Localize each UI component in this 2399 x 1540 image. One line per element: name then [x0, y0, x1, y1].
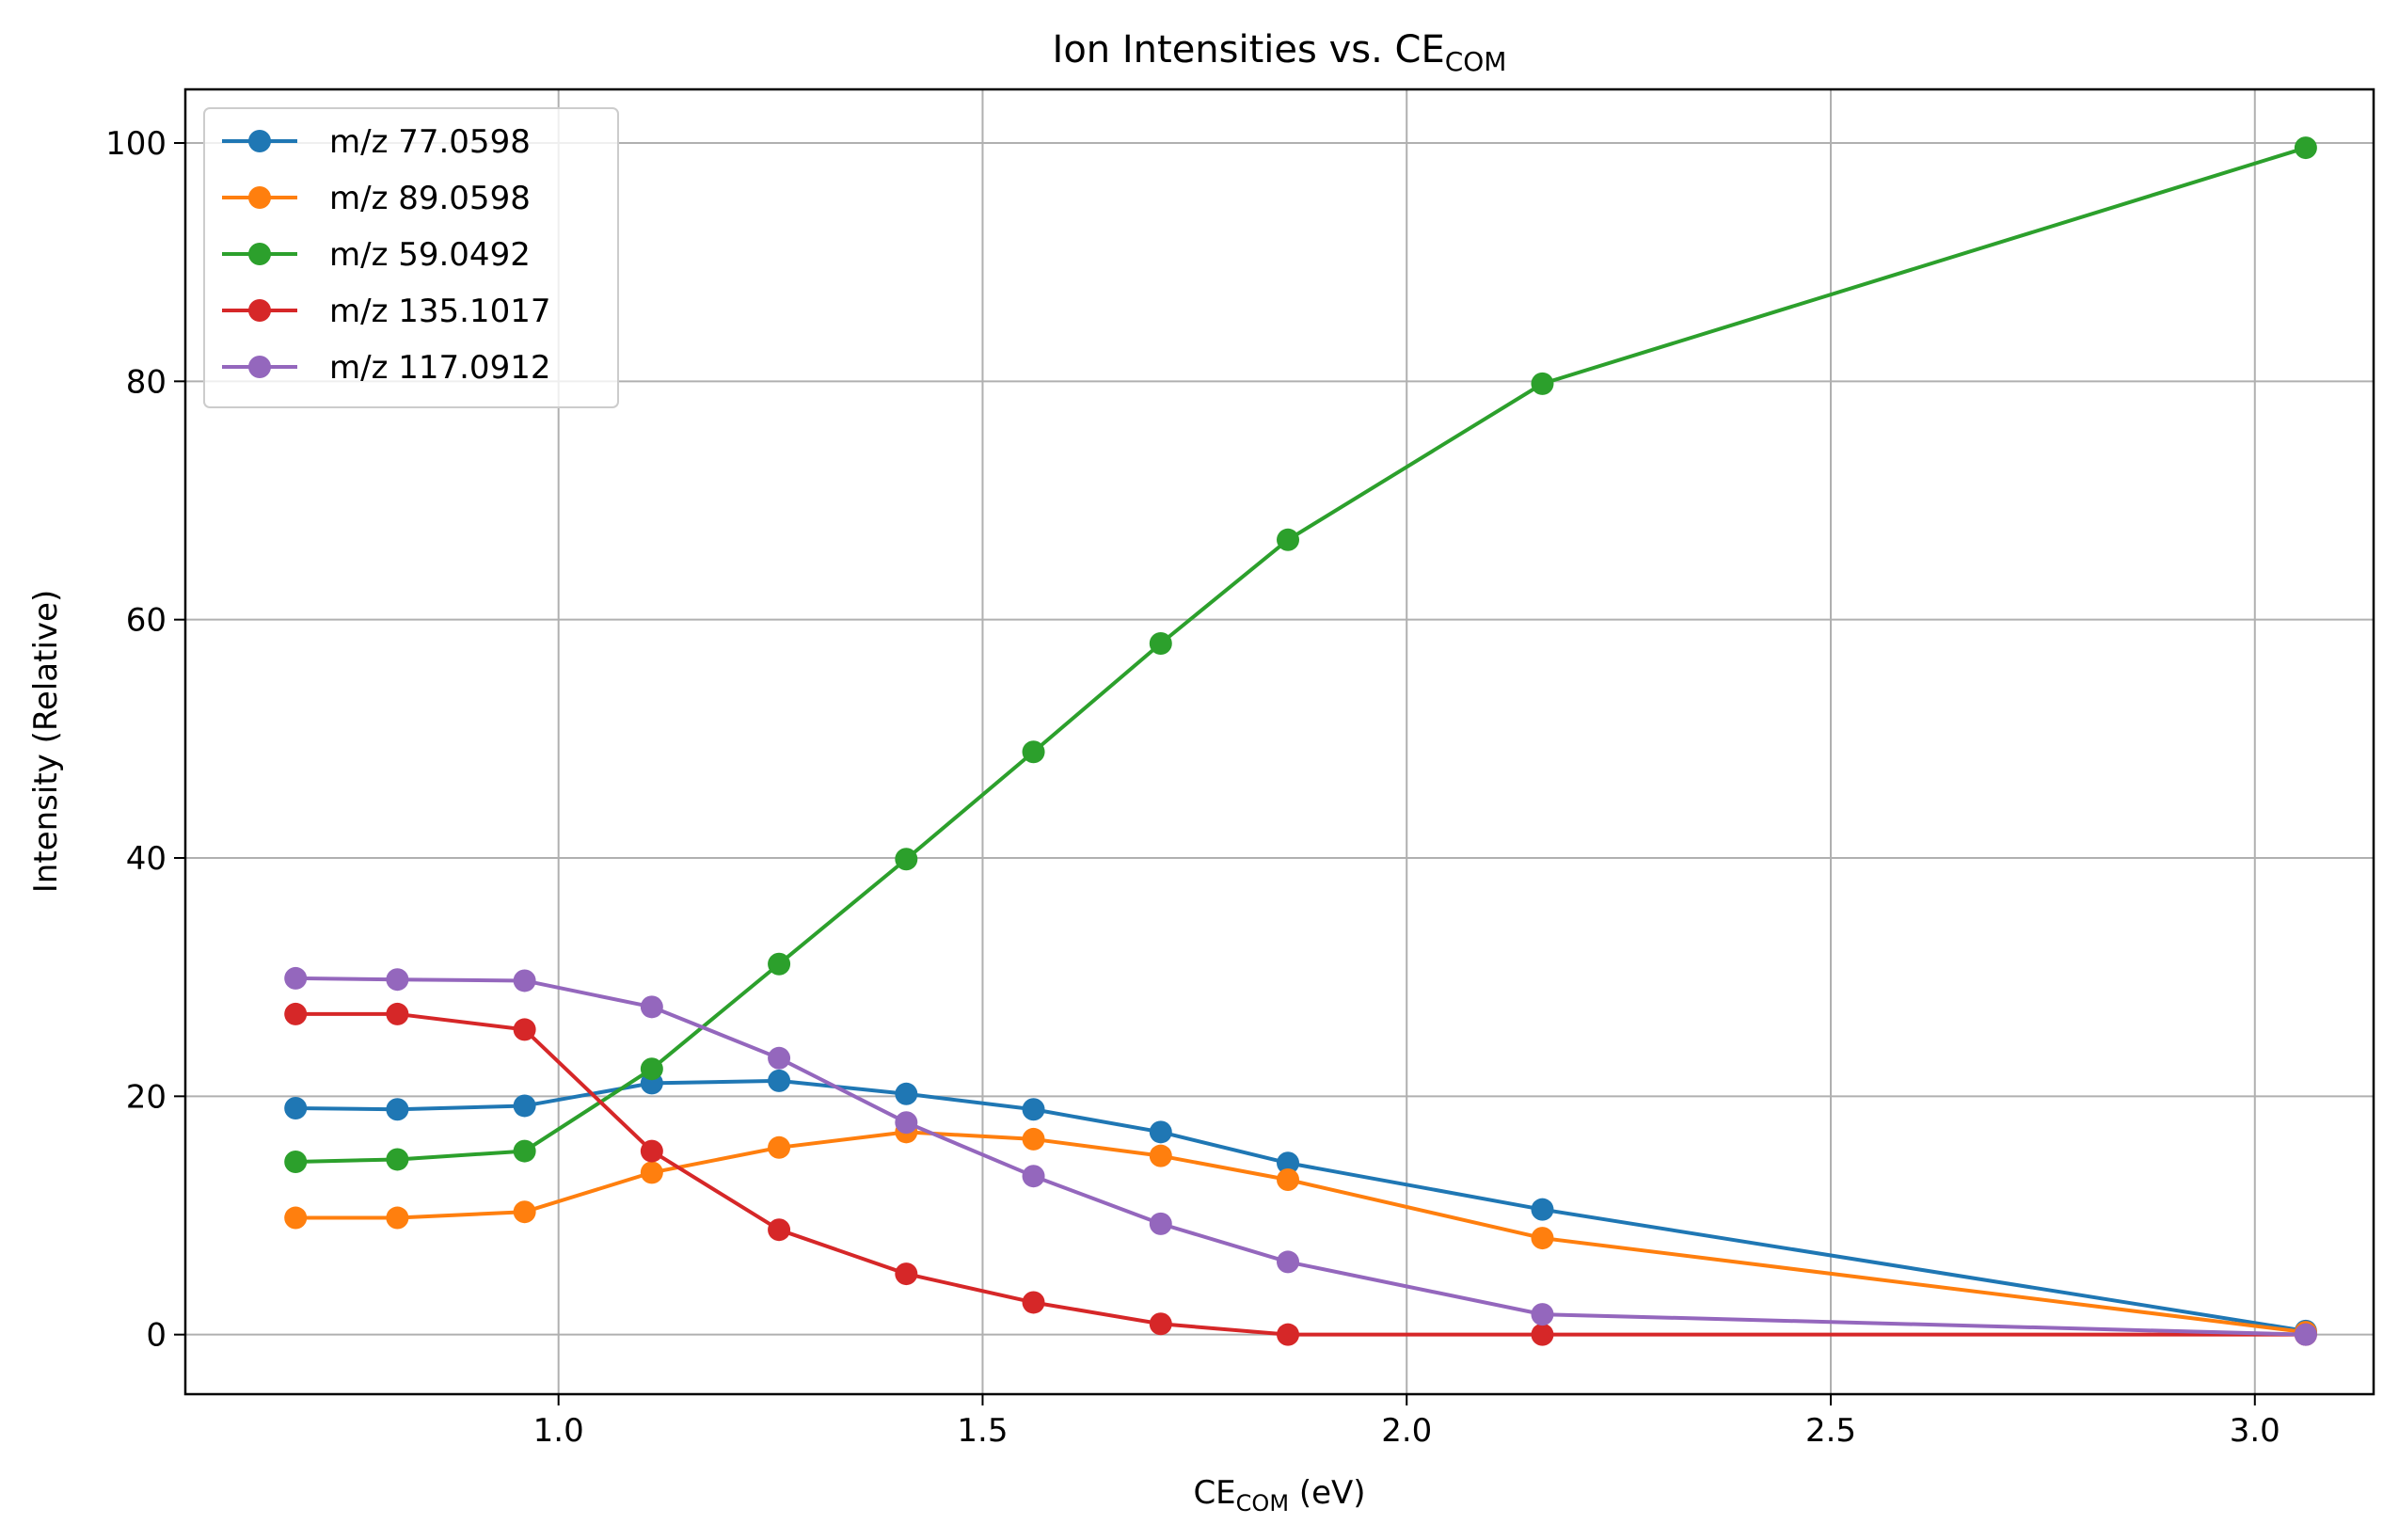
- x-axis-label-subscript: COM: [1236, 1490, 1289, 1516]
- legend-marker: [248, 299, 271, 322]
- legend-marker: [248, 130, 271, 152]
- series-5: [284, 966, 2317, 1346]
- legend-entry: m/z 77.0598: [222, 123, 531, 161]
- legend-entry: m/z 89.0598: [222, 180, 531, 217]
- data-point: [895, 1262, 918, 1286]
- data-point: [2294, 136, 2317, 160]
- y-tick-label: 80: [126, 363, 167, 401]
- data-point: [1149, 1212, 1172, 1235]
- legend-entry: m/z 59.0492: [222, 236, 531, 274]
- legend-marker: [248, 243, 271, 265]
- legend-entry: m/z 117.0912: [222, 349, 550, 387]
- chart-title: Ion Intensities vs. CECOM: [1053, 28, 1507, 77]
- data-point: [895, 848, 918, 871]
- y-tick-label: 100: [105, 125, 167, 163]
- x-axis: 1.0 1.5 2.0 2.5 3.0: [533, 1394, 2280, 1450]
- x-axis-label-suffix: (eV): [1289, 1474, 1366, 1512]
- data-point: [1149, 632, 1172, 655]
- legend-label: m/z 117.0912: [329, 349, 550, 387]
- data-point: [284, 1097, 308, 1119]
- x-axis-label: CECOM (eV): [1193, 1474, 1365, 1516]
- data-point: [513, 1200, 536, 1224]
- data-point: [386, 968, 409, 992]
- data-point: [895, 1111, 918, 1135]
- x-tick-label: 2.0: [1381, 1412, 1432, 1450]
- data-point: [386, 1002, 409, 1025]
- data-point: [1531, 1227, 1554, 1250]
- data-point: [513, 1094, 536, 1118]
- legend-label: m/z 135.1017: [329, 293, 550, 330]
- data-point: [1277, 528, 1300, 551]
- legend-box: [203, 107, 619, 408]
- data-point: [1022, 1165, 1045, 1188]
- data-point: [640, 1161, 663, 1184]
- data-point: [1277, 1151, 1300, 1175]
- data-point: [768, 1046, 791, 1070]
- plot-frame: [183, 87, 2375, 1396]
- data-point: [640, 1139, 663, 1163]
- data-point: [768, 1218, 791, 1242]
- data-point: [284, 966, 308, 990]
- x-tick-label: 1.5: [957, 1412, 1008, 1450]
- data-point: [768, 952, 791, 976]
- data-point: [768, 1135, 791, 1159]
- data-point: [513, 969, 536, 992]
- data-point: [1022, 1127, 1045, 1151]
- data-point: [1531, 1198, 1554, 1221]
- data-point: [386, 1148, 409, 1171]
- series-4: [284, 1002, 2317, 1346]
- data-point: [1277, 1323, 1300, 1346]
- legend-label: m/z 89.0598: [329, 180, 531, 217]
- data-point: [386, 1098, 409, 1121]
- data-point: [768, 1069, 791, 1092]
- data-point: [284, 1206, 308, 1230]
- data-point: [513, 1139, 536, 1163]
- data-point: [640, 995, 663, 1019]
- series-layer: [284, 136, 2317, 1346]
- legend: m/z 77.0598 m/z 89.0598 m/z 59.0492 m/z 135…: [203, 107, 619, 408]
- data-point: [1022, 1098, 1045, 1121]
- data-point: [1022, 1291, 1045, 1314]
- data-point: [284, 1002, 308, 1025]
- y-tick-label: 60: [126, 602, 167, 640]
- chart-title-subscript: COM: [1445, 46, 1507, 77]
- x-tick-label: 3.0: [2230, 1412, 2280, 1450]
- x-tick-label: 2.5: [1805, 1412, 1856, 1450]
- data-point: [1531, 1303, 1554, 1326]
- data-point: [1531, 372, 1554, 395]
- grid-lines: [185, 89, 2374, 1394]
- data-point: [386, 1206, 409, 1230]
- data-point: [1149, 1120, 1172, 1144]
- series-3: [284, 136, 2317, 1173]
- y-tick-label: 0: [146, 1317, 167, 1355]
- legend-entry: m/z 135.1017: [222, 293, 550, 330]
- y-axis: 0 20 40 60 80 100: [105, 125, 185, 1355]
- x-tick-label: 1.0: [533, 1412, 584, 1450]
- legend-marker: [248, 356, 271, 378]
- data-point: [895, 1082, 918, 1105]
- data-point: [640, 1057, 663, 1081]
- chart-title-main: Ion Intensities vs. CE: [1053, 28, 1445, 71]
- y-axis-label: Intensity (Relative): [27, 590, 65, 893]
- legend-label: m/z 59.0492: [329, 236, 531, 274]
- data-point: [1277, 1168, 1300, 1191]
- data-point: [1022, 740, 1045, 764]
- x-axis-label-main: CE: [1193, 1474, 1235, 1512]
- data-point: [1149, 1312, 1172, 1336]
- data-point: [1277, 1250, 1300, 1274]
- legend-marker: [248, 186, 271, 209]
- data-point: [284, 1151, 308, 1173]
- y-tick-label: 40: [126, 840, 167, 878]
- y-tick-label: 20: [126, 1078, 167, 1116]
- data-point: [2294, 1323, 2317, 1346]
- data-point: [1531, 1323, 1554, 1346]
- legend-label: m/z 77.0598: [329, 123, 531, 161]
- series-1: [284, 1069, 2317, 1342]
- data-point: [513, 1018, 536, 1041]
- data-point: [1149, 1144, 1172, 1167]
